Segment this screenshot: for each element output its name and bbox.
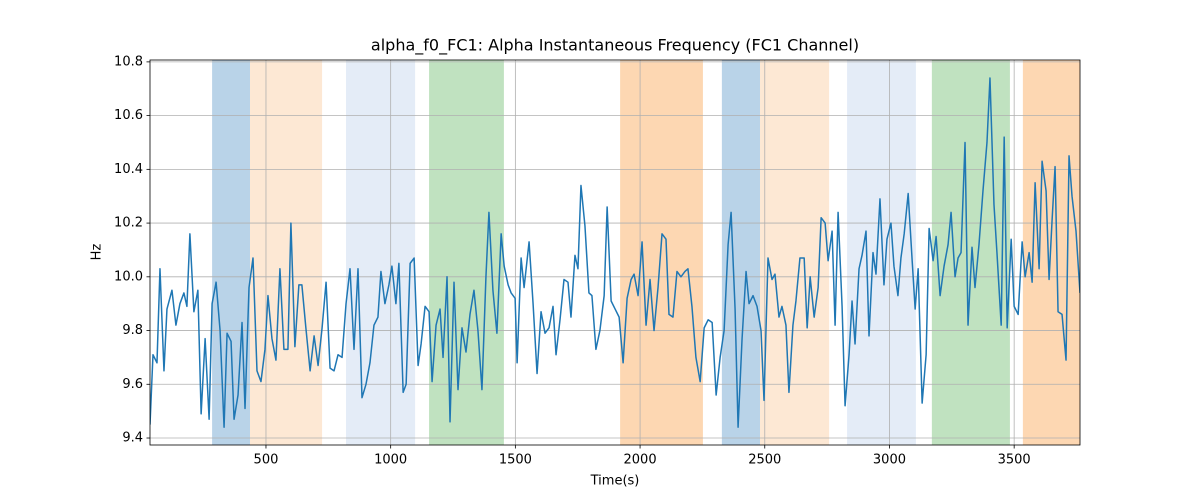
highlight-span bbox=[847, 60, 916, 445]
y-tick-label: 10.2 bbox=[114, 216, 143, 231]
highlight-span bbox=[429, 60, 504, 445]
highlight-span bbox=[760, 60, 830, 445]
x-tick-label: 3500 bbox=[998, 453, 1031, 468]
x-tick-label: 2000 bbox=[624, 453, 657, 468]
chart-title: alpha_f0_FC1: Alpha Instantaneous Freque… bbox=[371, 36, 859, 56]
plot-frame bbox=[149, 59, 1081, 446]
x-tick-label: 1500 bbox=[499, 453, 532, 468]
highlight-span bbox=[1022, 60, 1080, 445]
y-axis-label: Hz bbox=[90, 244, 105, 261]
x-tick-label: 1000 bbox=[374, 453, 407, 468]
y-tick-label: 10.8 bbox=[114, 54, 143, 69]
data-line bbox=[150, 77, 1080, 429]
y-tick-label: 9.8 bbox=[122, 323, 143, 338]
y-tick-label: 9.6 bbox=[122, 377, 143, 392]
y-tick-label: 10.0 bbox=[114, 269, 143, 284]
y-tick-label: 9.4 bbox=[122, 431, 143, 446]
highlight-span bbox=[620, 60, 703, 445]
x-tick-label: 500 bbox=[254, 453, 279, 468]
x-axis-label: Time(s) bbox=[590, 474, 640, 489]
x-tick-label: 2500 bbox=[748, 453, 781, 468]
highlight-span bbox=[346, 60, 416, 445]
highlight-span bbox=[250, 60, 323, 445]
highlight-span bbox=[931, 60, 1010, 445]
y-tick-label: 10.6 bbox=[114, 108, 143, 123]
x-tick-label: 3000 bbox=[873, 453, 906, 468]
y-tick-label: 10.4 bbox=[114, 162, 143, 177]
